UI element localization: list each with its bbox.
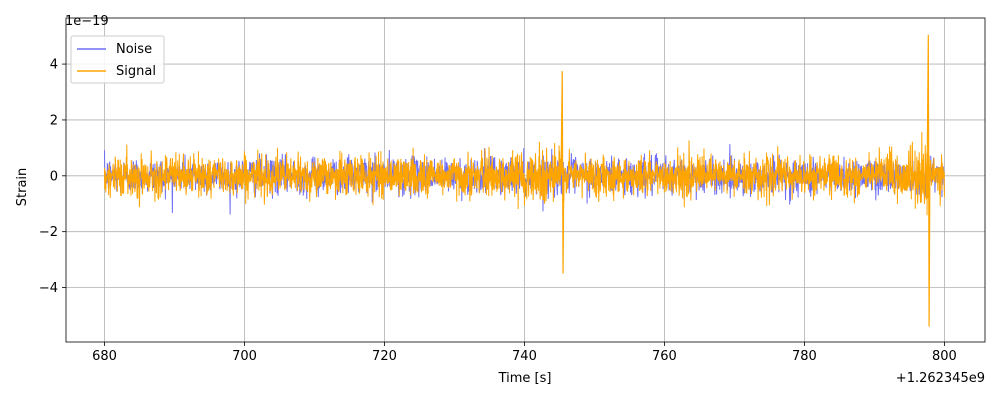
signal-event-spike	[926, 34, 931, 327]
y-axis-ticks: −4 −2 0 2 4	[39, 58, 66, 296]
y-tick-label: 2	[50, 113, 58, 128]
x-tick-label: 780	[792, 349, 817, 364]
x-tick-label: 740	[512, 349, 537, 364]
x-tick-label: 720	[372, 349, 397, 364]
x-tick-label: 700	[232, 349, 257, 364]
x-tick-label: 680	[92, 349, 117, 364]
legend-label-noise: Noise	[116, 42, 152, 57]
x-axis-ticks: 680 700 720 740 760 780 800	[92, 342, 957, 364]
y-tick-label: 0	[50, 169, 58, 184]
x-axis-label: Time [s]	[498, 371, 552, 386]
y-tick-label: −4	[39, 281, 58, 296]
legend-label-signal: Signal	[116, 64, 156, 79]
x-axis-offset: +1.262345e9	[896, 371, 985, 386]
y-axis-label: Strain	[15, 168, 30, 207]
legend: Noise Signal	[70, 35, 165, 84]
series-layer	[104, 34, 945, 327]
x-tick-label: 800	[932, 349, 957, 364]
y-tick-label: 4	[50, 58, 58, 73]
plot-frame	[65, 17, 986, 343]
y-axis-multiplier: 1e−19	[65, 14, 109, 29]
y-tick-label: −2	[39, 225, 58, 240]
x-tick-label: 760	[652, 349, 677, 364]
series-line-signal	[104, 132, 945, 216]
signal-event-spike	[560, 71, 565, 274]
